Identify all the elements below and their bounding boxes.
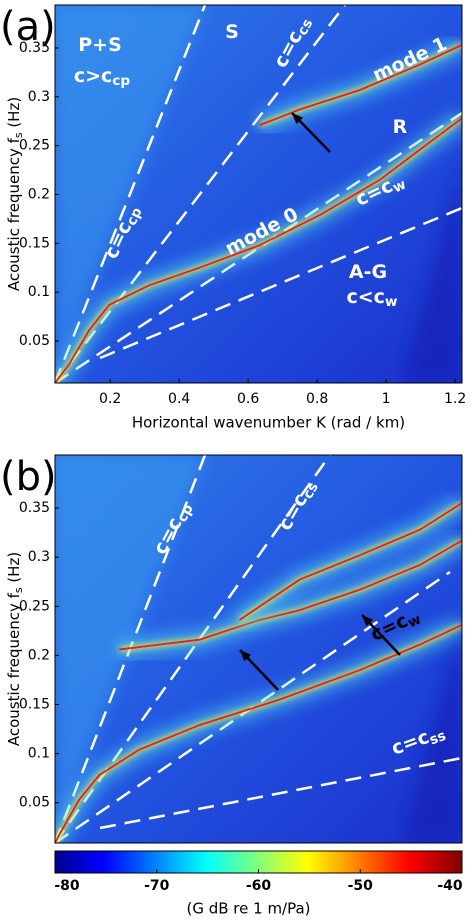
colorbar-tick-label: -50 [348, 878, 374, 894]
x-tick-label: 1 [382, 391, 391, 407]
y-axis-label: Acoustic frequency fs (Hz) [5, 97, 26, 291]
annotation: P+S [78, 34, 122, 56]
annotation: c>ccp [74, 65, 131, 90]
mode-curve [238, 502, 462, 621]
heatmap-region [402, 163, 462, 383]
annotation-sub: cp [174, 502, 197, 525]
dashed-line [99, 756, 462, 830]
x-axis-label: Horizontal wavenumber K (rad / km) [132, 414, 405, 432]
plot-frame [54, 454, 463, 844]
y-axis-label-sub: s [12, 132, 25, 138]
y-tick-label: 0.3 [28, 549, 50, 565]
annotation-sub: cp [112, 73, 130, 89]
panel-label: (b) [0, 454, 57, 500]
colorbar-tick-label: -40 [437, 878, 463, 894]
colorbar-tick-label: -60 [246, 878, 272, 894]
x-tick-label: 0.8 [306, 391, 328, 407]
y-tick-label: 0.35 [19, 500, 50, 516]
annotation: A-G [349, 261, 387, 283]
y-tick-label: 0.15 [19, 235, 50, 251]
y-axis-label-unit: (Hz) [5, 552, 23, 588]
x-tick-label: 1.2 [444, 391, 466, 407]
y-tick-label: 0.25 [19, 598, 50, 614]
y-axis-label: Acoustic frequency fs (Hz) [5, 552, 26, 746]
y-tick-label: 0.3 [28, 89, 50, 105]
colorbar-label: (G dB re 1 m/Pa) [186, 900, 310, 918]
panel: c=ccp c=ccsc=cwc=css0.050.10.150.20.250.3… [0, 454, 463, 844]
y-tick-label: 0.1 [28, 284, 50, 300]
annotation-main: c>c [74, 65, 112, 87]
y-axis-label-unit: (Hz) [5, 97, 23, 133]
annotation-main: P+S [78, 34, 122, 56]
annotation-sub: cs [300, 480, 322, 502]
y-tick-label: 0.1 [28, 746, 50, 762]
x-tick-label: 0.4 [168, 391, 190, 407]
y-tick-label: 0.15 [19, 696, 50, 712]
y-tick-label: 0.2 [28, 647, 50, 663]
dashed-line [99, 206, 462, 360]
annotation: R [393, 116, 408, 138]
annotation-main: c<c [346, 286, 384, 308]
x-tick-label: 0.2 [99, 391, 121, 407]
annotation-main: S [225, 21, 239, 43]
y-tick-label: 0.05 [19, 795, 50, 811]
annotation-sub: w [385, 294, 398, 310]
y-axis-label-sub: s [12, 587, 25, 593]
x-tick-label: 0.6 [237, 391, 259, 407]
colorbar: -80 -70 -60 -50 -40 (G dB re 1 m/Pa) [54, 850, 463, 918]
annotation-main: A-G [349, 261, 387, 283]
mode-curve [55, 117, 462, 383]
annotation-sub: ss [427, 728, 448, 749]
y-tick-label: 0.25 [19, 138, 50, 154]
y-axis-label-main: Acoustic frequency f [5, 137, 23, 291]
dashed-line [55, 5, 207, 383]
arrow-head [240, 650, 252, 662]
y-tick-label: 0.35 [19, 40, 50, 56]
annotation: c=css [388, 720, 448, 762]
arrow-head [362, 615, 374, 627]
annotation: S [225, 21, 239, 43]
plot-area [55, 455, 462, 843]
panel-label: (a) [0, 4, 56, 50]
mode-curve [259, 44, 462, 126]
colorbar-tick-label: -80 [54, 878, 80, 894]
heatmap-region [402, 623, 462, 843]
annotation: c<cw [346, 286, 397, 311]
plot-area [55, 5, 462, 383]
y-tick-label: 0.05 [19, 333, 50, 349]
mode-curve [55, 624, 462, 843]
annotation-sub: cs [295, 16, 317, 38]
y-tick-label: 0.2 [28, 186, 50, 202]
arrow-head [292, 113, 304, 125]
annotation-main: R [393, 116, 408, 138]
mode-curve [119, 539, 462, 651]
y-axis-label-main: Acoustic frequency f [5, 592, 23, 746]
colorbar-tick-label: -70 [144, 878, 170, 894]
annotation-sub: cp [124, 205, 146, 228]
